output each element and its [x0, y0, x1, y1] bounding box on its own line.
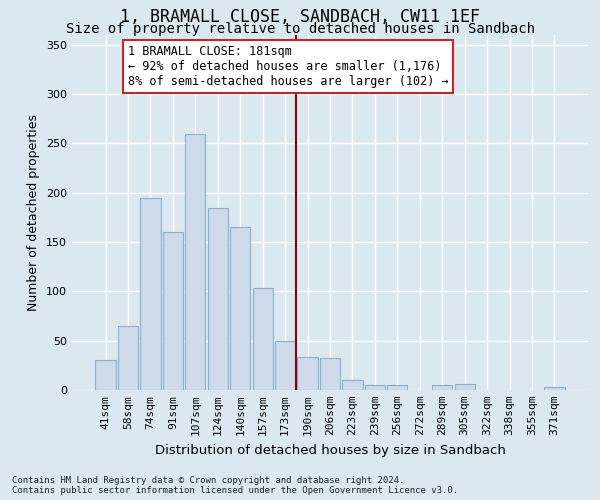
Text: 1 BRAMALL CLOSE: 181sqm
← 92% of detached houses are smaller (1,176)
8% of semi-: 1 BRAMALL CLOSE: 181sqm ← 92% of detache…	[128, 45, 449, 88]
Bar	[253, 288, 273, 390]
Bar	[320, 358, 340, 390]
Bar	[208, 208, 228, 390]
Bar	[185, 134, 205, 390]
Bar	[365, 385, 385, 390]
Bar	[230, 228, 250, 390]
Bar	[298, 358, 317, 390]
Bar	[118, 326, 138, 390]
Y-axis label: Number of detached properties: Number of detached properties	[28, 114, 40, 311]
Bar	[432, 385, 452, 390]
Text: 1, BRAMALL CLOSE, SANDBACH, CW11 1EF: 1, BRAMALL CLOSE, SANDBACH, CW11 1EF	[120, 8, 480, 26]
Text: Contains HM Land Registry data © Crown copyright and database right 2024.
Contai: Contains HM Land Registry data © Crown c…	[12, 476, 458, 495]
Text: Size of property relative to detached houses in Sandbach: Size of property relative to detached ho…	[65, 22, 535, 36]
X-axis label: Distribution of detached houses by size in Sandbach: Distribution of detached houses by size …	[155, 444, 505, 456]
Bar	[140, 198, 161, 390]
Bar	[275, 340, 295, 390]
Bar	[544, 387, 565, 390]
Bar	[343, 380, 362, 390]
Bar	[95, 360, 116, 390]
Bar	[455, 384, 475, 390]
Bar	[387, 385, 407, 390]
Bar	[163, 232, 183, 390]
